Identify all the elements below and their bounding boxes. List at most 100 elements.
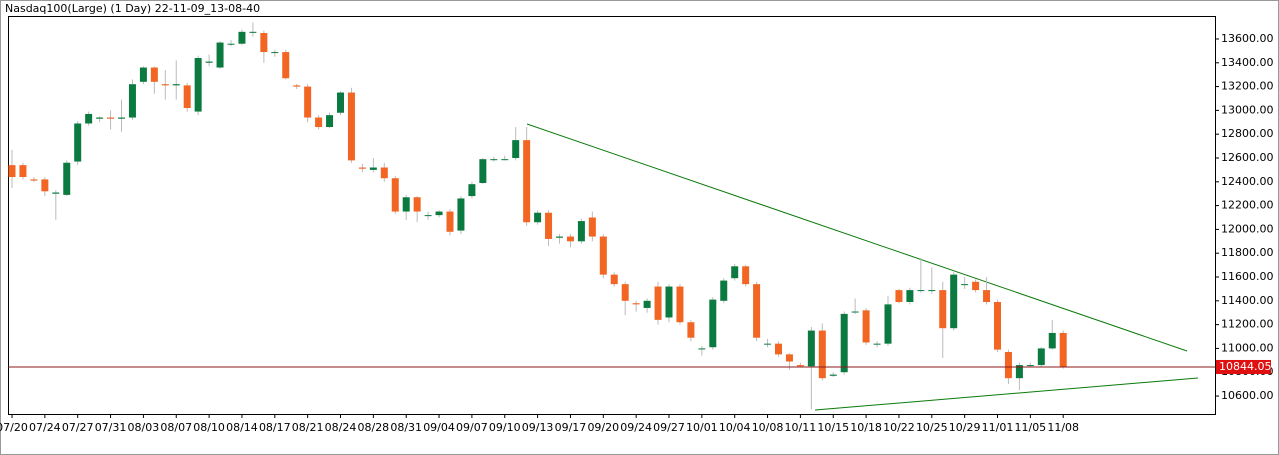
candle-body <box>994 302 1001 350</box>
x-tick-label: 08/31 <box>390 421 422 434</box>
x-tick-label: 08/03 <box>128 421 160 434</box>
x-tick-label: 09/07 <box>456 421 488 434</box>
x-tick-label: 10/04 <box>719 421 751 434</box>
x-tick-label: 10/25 <box>916 421 948 434</box>
x-tick-label: 07/24 <box>29 421 61 434</box>
candle-body <box>906 290 914 303</box>
candle-body <box>326 115 334 128</box>
candle-body <box>446 211 454 232</box>
candle-body <box>742 266 750 285</box>
candle-body <box>435 211 443 216</box>
candle-body <box>961 284 969 286</box>
candle-body <box>30 179 38 181</box>
x-tick-label: 10/11 <box>785 421 817 434</box>
candle-body <box>172 84 180 86</box>
candle-body <box>85 113 93 124</box>
candle-body <box>577 221 585 242</box>
x-tick-label: 11/01 <box>982 421 1014 434</box>
candle-body <box>534 212 542 223</box>
candle-body <box>556 236 563 238</box>
candle-body <box>271 52 279 54</box>
candle-body <box>161 84 169 86</box>
plot-frame <box>8 16 1216 415</box>
x-tick-label: 08/17 <box>259 421 291 434</box>
y-tick-label: 12000.00 <box>1221 222 1274 235</box>
candle-body <box>523 140 531 223</box>
trend-line <box>814 377 1199 411</box>
candle-body <box>785 354 793 362</box>
y-tick-label: 13200.00 <box>1221 80 1274 93</box>
candle-body <box>282 52 290 79</box>
x-tick-label: 11/05 <box>1014 421 1046 434</box>
candle-body <box>337 92 344 113</box>
candle-body <box>8 165 16 178</box>
x-tick-label: 09/13 <box>522 421 554 434</box>
candle-body <box>347 92 355 161</box>
candle-body <box>665 286 673 318</box>
x-tick-label: 10/15 <box>817 421 849 434</box>
candle-body <box>260 33 268 53</box>
x-tick-label: 09/17 <box>555 421 587 434</box>
candle-body <box>829 374 837 376</box>
candle-body <box>358 167 366 169</box>
candle-body <box>315 117 323 128</box>
candle-body <box>118 117 125 119</box>
candle-body <box>96 117 104 119</box>
x-tick-label: 11/08 <box>1047 421 1079 434</box>
candle-body <box>873 343 881 345</box>
y-tick-label: 13400.00 <box>1221 56 1274 69</box>
candle-body <box>928 290 936 292</box>
y-tick-label: 11200.00 <box>1221 318 1274 331</box>
x-tick-label: 10/22 <box>883 421 915 434</box>
candle-body <box>501 159 509 161</box>
candle-body <box>369 167 377 170</box>
candle-body <box>720 280 728 301</box>
candle-body <box>304 86 312 118</box>
trend-line <box>526 123 1188 352</box>
candle-body <box>249 31 257 33</box>
x-tick-label: 08/28 <box>357 421 389 434</box>
candle-body <box>293 85 301 87</box>
x-tick-label: 09/04 <box>423 421 455 434</box>
candle-body <box>205 61 213 63</box>
candle-body <box>128 84 136 118</box>
candle-body <box>687 322 695 338</box>
candle-body <box>709 299 717 348</box>
y-tick-label: 12800.00 <box>1221 127 1274 140</box>
candle-body <box>457 198 465 231</box>
y-tick-label: 12400.00 <box>1221 175 1274 188</box>
candle-body <box>19 165 27 178</box>
candle-body <box>983 290 991 303</box>
candle-body <box>621 284 629 301</box>
candle-body <box>1026 365 1034 367</box>
y-tick-label: 11600.00 <box>1221 270 1274 283</box>
chart-title: Nasdaq100(Large) (1 Day) 22-11-09_13-08-… <box>5 2 260 15</box>
candle-body <box>643 300 651 308</box>
x-tick-label: 08/10 <box>193 421 225 434</box>
x-tick-label: 09/20 <box>587 421 619 434</box>
y-tick-label: 12600.00 <box>1221 151 1274 164</box>
candle-body <box>194 58 202 112</box>
candle-body <box>566 236 574 242</box>
x-tick-label: 08/24 <box>325 421 357 434</box>
candle-body <box>74 123 82 162</box>
candle-body <box>895 290 903 303</box>
candle-body <box>1015 365 1023 379</box>
candle-body <box>917 290 925 292</box>
candle-body <box>139 67 147 82</box>
candle-body <box>884 304 892 344</box>
candle-body <box>183 85 191 109</box>
candle-body <box>150 67 158 82</box>
candle-body <box>654 286 662 320</box>
x-tick-label: 08/07 <box>160 421 192 434</box>
candle-body <box>545 212 553 239</box>
candle-body <box>391 178 399 212</box>
x-tick-label: 07/20 <box>0 421 28 434</box>
x-tick-label: 07/27 <box>62 421 94 434</box>
y-tick-label: 10600.00 <box>1221 389 1274 402</box>
x-tick-label: 08/21 <box>292 421 324 434</box>
candle-body <box>490 159 498 161</box>
candle-body <box>402 197 410 212</box>
